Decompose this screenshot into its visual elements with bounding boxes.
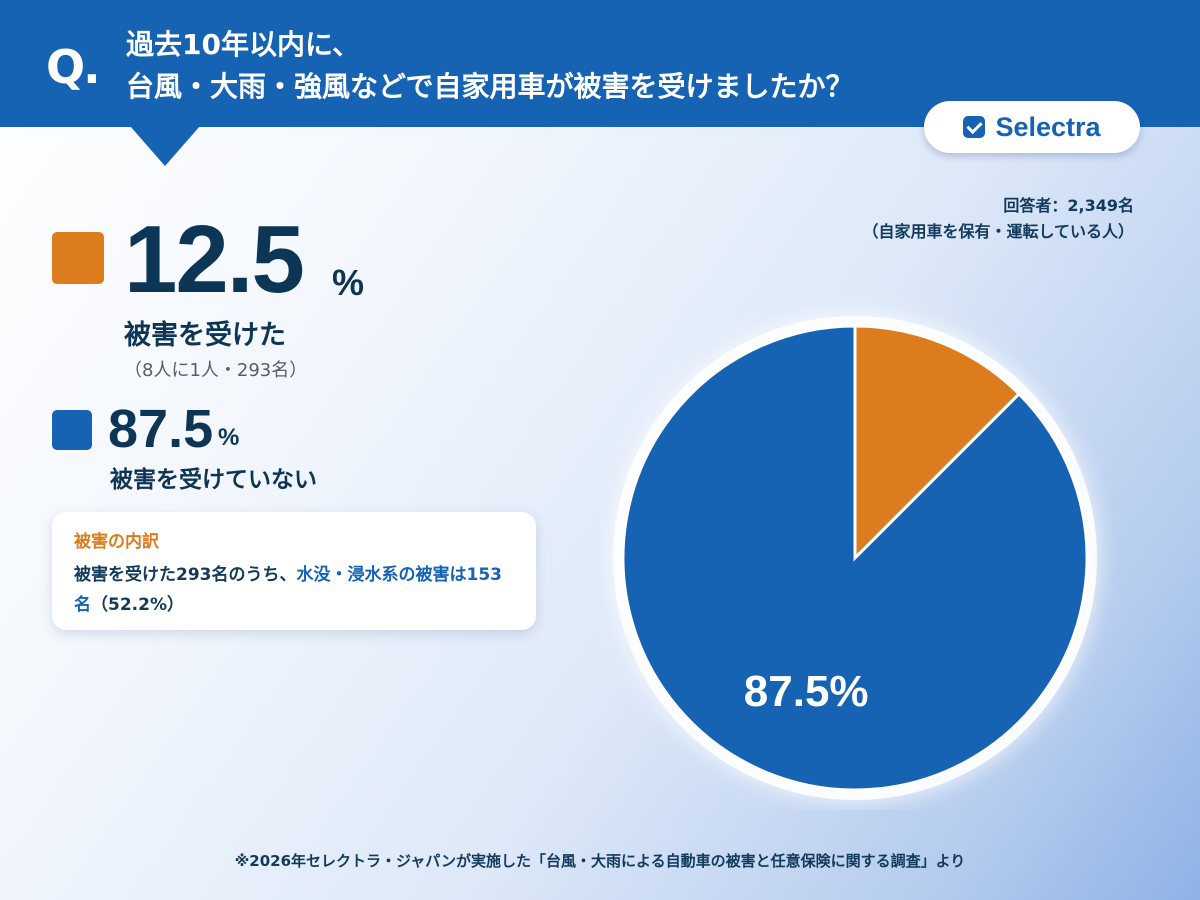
damaged-percent-value: 12.5 <box>124 206 305 313</box>
breakdown-title: 被害の内訳 <box>74 532 159 552</box>
question-line-1: 過去10年以内に、 <box>126 28 361 61</box>
question-line-2: 台風・大雨・強風などで自家用車が被害を受けましたか？ <box>126 70 854 103</box>
respondents-count: 回答者：2,349名 <box>1003 196 1134 215</box>
brand-name: Selectra <box>995 111 1101 142</box>
breakdown-text-plain: 被害を受けた293名のうち、 <box>74 565 297 585</box>
pie-slice-0 <box>853 324 1022 562</box>
breakdown-card: 被害の内訳 被害を受けた293名のうち、水没・浸水系の被害は153名（52.2%… <box>52 512 536 630</box>
question-mark-label: Q. <box>46 40 101 94</box>
pie-labels: 12.5%87.5% <box>744 667 869 716</box>
respondents-note: 回答者：2,349名 （自家用車を保有・運転している人） <box>862 193 1134 245</box>
pie-chart: 12.5%87.5% <box>613 316 1097 800</box>
damaged-legend-swatch <box>52 232 104 284</box>
undamaged-label: 被害を受けていない <box>110 467 317 493</box>
pie-label-1: 87.5% <box>744 667 869 716</box>
breakdown-text: 被害を受けた293名のうち、水没・浸水系の被害は153名（52.2%） <box>74 560 514 620</box>
undamaged-percent-unit: % <box>218 424 240 451</box>
damaged-percent-unit: % <box>332 262 365 303</box>
undamaged-percent-value: 87.5 <box>108 399 214 459</box>
footnote: ※2026年セレクトラ・ジャパンが実施した「台風・大雨による自動車の被害と任意保… <box>234 852 966 870</box>
pie-slices <box>621 324 1089 792</box>
breakdown-text-tail: （52.2%） <box>91 595 184 615</box>
pie-slice-1 <box>621 324 1089 792</box>
damaged-sublabel: （8人に1人・293名） <box>124 360 308 381</box>
question-title: 過去10年以内に、 台風・大雨・強風などで自家用車が被害を受けましたか？ <box>126 24 853 108</box>
breakdown-text-highlight: 水没・浸水系の被害は153名 <box>74 565 502 615</box>
header-pointer <box>130 126 200 166</box>
damaged-label: 被害を受けた <box>124 320 286 351</box>
respondents-description: （自家用車を保有・運転している人） <box>862 222 1134 241</box>
brand-badge: Selectra <box>924 101 1140 153</box>
checkbox-icon <box>963 116 986 138</box>
undamaged-legend-swatch <box>52 410 92 450</box>
